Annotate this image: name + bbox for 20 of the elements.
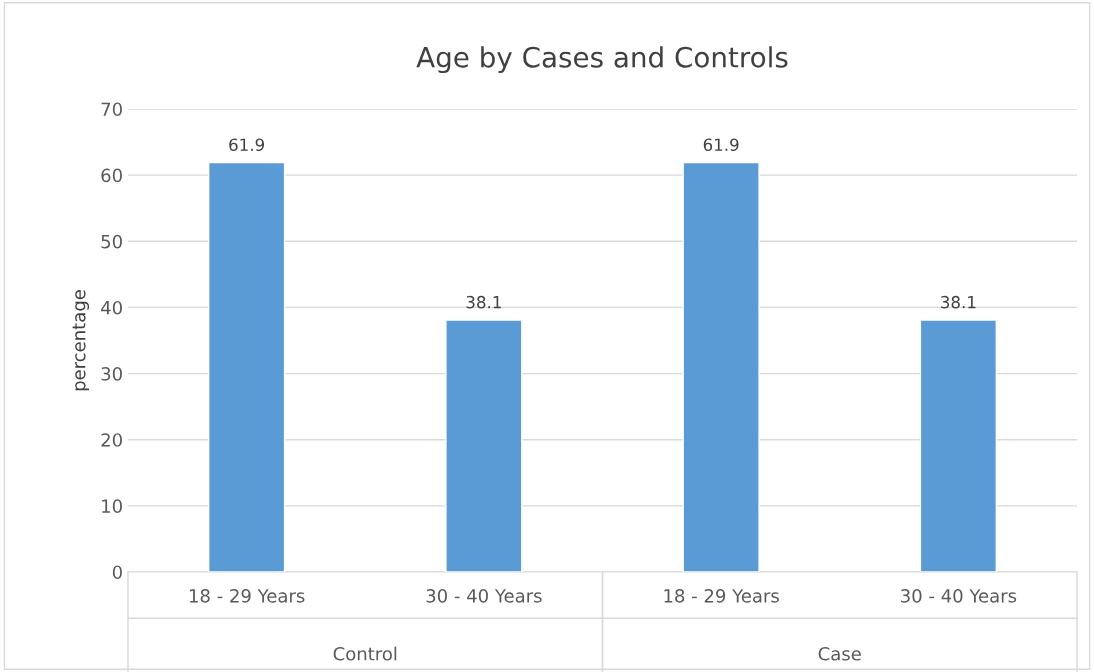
- y-tick-label: 40: [101, 300, 122, 315]
- data-label: 61.9: [703, 138, 739, 152]
- x-tick-label: 18 - 29 Years: [664, 588, 779, 603]
- y-axis-title: percentage: [72, 290, 90, 391]
- y-tick-label: 50: [101, 234, 122, 249]
- y-tick-label: 60: [101, 168, 122, 183]
- y-tick-label: 70: [101, 102, 122, 117]
- text: Control: [333, 646, 397, 661]
- y-tick-label: 10: [102, 499, 122, 513]
- x-tick-label: 30 - 40 Years: [426, 588, 542, 603]
- chart-title: Age by Cases and Controls: [416, 46, 788, 74]
- y-tick-label: 0: [112, 565, 122, 580]
- text: Case: [818, 646, 861, 661]
- data-label: 61.9: [229, 138, 265, 152]
- data-label: 38.1: [466, 295, 501, 309]
- y-tick-label: 20: [101, 433, 122, 447]
- x-tick-label: 30 - 40 Years: [901, 588, 1017, 603]
- x-tick-label: 18 - 29 Years: [189, 588, 305, 603]
- y-tick-label: 30: [101, 367, 122, 381]
- data-label: 38.1: [941, 295, 976, 309]
